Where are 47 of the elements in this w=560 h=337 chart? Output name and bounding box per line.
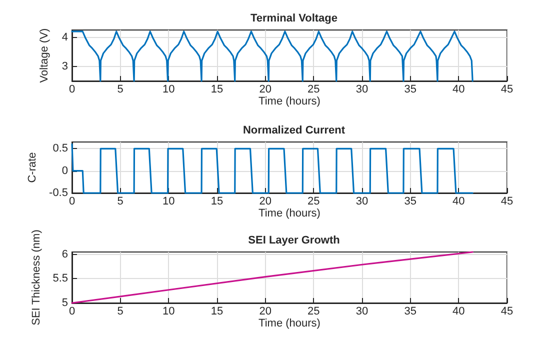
y-axis-title: SEI Thickness (nm) [30,230,42,326]
y-tick-label: 3 [62,60,68,72]
x-tick-label: 45 [500,306,514,318]
chart-title: Terminal Voltage [250,12,338,24]
y-axis-title: Voltage (V) [38,28,50,83]
chart-title: SEI Layer Growth [248,234,340,246]
x-tick-label: 10 [162,196,175,208]
x-axis-title: Time (hours) [258,96,320,108]
x-axis-title: Time (hours) [258,318,320,330]
x-tick-label: 15 [210,84,224,96]
x-tick-label: 5 [117,84,124,96]
x-tick-label: 35 [404,306,416,318]
x-tick-label: 25 [308,306,320,318]
x-tick-label: 15 [210,196,224,208]
y-tick-label: 5 [62,297,68,309]
x-tick-label: 20 [259,306,272,318]
y-tick-label: 5.5 [52,272,68,285]
x-tick-label: 20 [259,196,272,208]
x-tick-label: 5 [117,306,124,318]
x-tick-label: 5 [117,196,124,208]
x-tick-label: 25 [308,84,320,96]
y-tick-label: 6 [62,248,68,260]
x-tick-label: 45 [500,84,514,96]
x-tick-label: 30 [356,84,368,96]
x-tick-label: 15 [210,306,224,318]
x-tick-label: 30 [356,196,368,208]
x-tick-label: 40 [452,196,465,208]
x-tick-label: 10 [162,84,175,96]
x-tick-label: 35 [404,84,416,96]
x-tick-label: 10 [162,306,175,318]
x-axis-title: Time (hours) [258,208,320,220]
y-tick-label: 0 [62,164,68,177]
x-tick-label: 25 [308,196,320,208]
x-tick-label: 35 [404,196,416,208]
line-series [71,143,474,194]
y-axis-title: C-rate [26,152,39,183]
x-tick-label: 40 [452,306,465,318]
y-tick-label: 0.5 [52,142,68,155]
y-tick-label: -0.5 [49,187,68,199]
y-tick-label: 4 [62,31,68,44]
x-tick-label: 20 [259,84,272,96]
x-tick-label: 30 [356,306,368,318]
line-series [71,30,474,82]
x-tick-label: 45 [500,196,514,208]
chart-title: Normalized Current [242,124,346,136]
x-tick-label: 40 [452,84,465,96]
line-series [71,251,474,304]
